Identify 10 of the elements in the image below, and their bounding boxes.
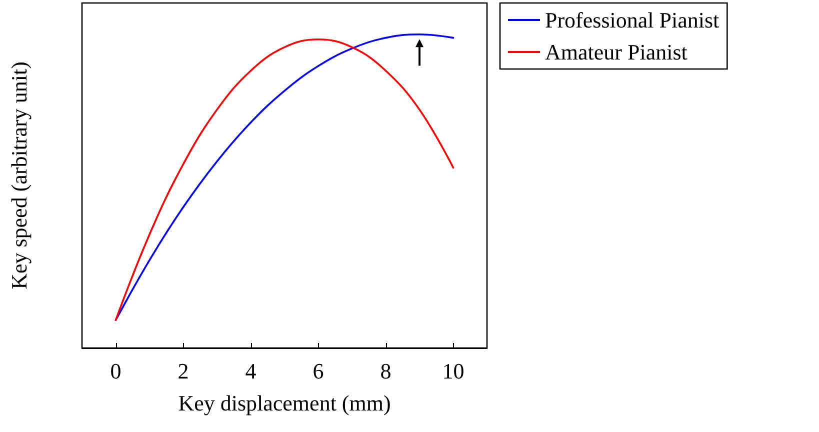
x-tick-label: 10 bbox=[442, 358, 464, 384]
legend-label: Professional Pianist bbox=[545, 8, 720, 32]
x-tick-label: 8 bbox=[380, 358, 392, 384]
x-tick-label: 6 bbox=[312, 358, 324, 384]
x-tick-label: 4 bbox=[245, 358, 256, 384]
x-tick-label: 2 bbox=[178, 358, 189, 384]
x-tick-label: 0 bbox=[110, 358, 122, 384]
x-axis-title: Key displacement (mm) bbox=[178, 390, 391, 416]
legend-label: Amateur Pianist bbox=[545, 40, 688, 64]
y-axis-title: Key speed (arbitrary unit) bbox=[6, 62, 32, 290]
